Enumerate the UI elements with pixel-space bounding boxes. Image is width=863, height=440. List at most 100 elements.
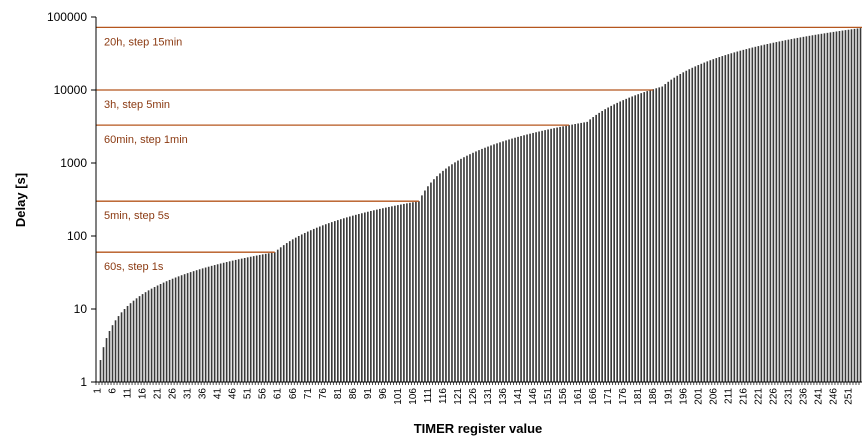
bar-register-141 [517,136,519,382]
bar-register-154 [556,127,558,382]
bar-register-30 [183,274,186,382]
x-tick-label: 206 [708,388,719,405]
bar-register-58 [267,253,270,382]
bar-register-179 [631,96,634,382]
bar-register-185 [649,90,652,382]
bar-register-64 [285,243,288,382]
bar-register-22 [159,284,162,382]
bar-register-26 [171,278,174,382]
bar-register-50 [243,257,246,382]
bar-register-9 [120,312,123,382]
bar-register-131 [487,146,489,382]
y-tick-label: 1 [80,375,87,389]
bar-register-110 [424,190,426,382]
x-tick-label: 6 [108,388,119,394]
bar-register-225 [769,43,772,382]
bar-register-104 [406,203,408,382]
bar-register-101 [397,205,399,382]
bar-register-251 [847,29,850,382]
bar-register-151 [547,129,549,382]
bar-register-253 [853,28,856,383]
bar-register-87 [355,214,357,382]
bar-register-132 [490,145,492,382]
bar-register-80 [333,221,336,382]
x-tick-label: 26 [168,388,179,400]
x-tick-label: 211 [723,388,734,404]
bar-register-188 [658,87,661,382]
bar-register-112 [430,182,432,382]
x-tick-label: 61 [273,388,284,400]
bar-register-67 [294,237,297,382]
bar-register-248 [838,31,841,383]
bar-register-57 [264,253,267,382]
bar-register-69 [300,234,303,382]
y-tick-label: 10000 [54,83,88,97]
bar-register-177 [625,98,628,383]
bar-register-74 [315,227,318,382]
bar-register-72 [309,230,312,382]
x-tick-label: 171 [603,388,614,405]
x-tick-label: 196 [678,388,689,405]
bar-register-49 [240,258,243,382]
bar-register-181 [637,94,640,382]
bar-register-59 [270,252,273,382]
bar-register-245 [829,32,832,382]
bar-register-70 [303,232,306,382]
bar-register-88 [358,214,360,382]
bar-register-239 [811,35,814,382]
x-tick-label: 106 [408,388,419,405]
bar-register-203 [703,62,706,383]
bar-register-168 [598,112,600,382]
bar-register-66 [291,239,294,382]
bar-register-128 [478,150,480,382]
bar-register-178 [628,97,631,382]
bar-register-175 [619,101,622,383]
bar-register-166 [592,117,594,383]
x-tick-label: 51 [243,388,254,400]
annotation-label-0: 60s, step 1s [104,261,164,273]
x-tick-label: 66 [288,388,299,400]
bar-register-229 [781,40,784,382]
x-tick-label: 31 [183,388,194,400]
bar-register-134 [496,143,498,382]
bar-register-5 [108,330,111,382]
x-tick-label: 81 [333,388,344,400]
annotation-label-1: 5min, step 5s [104,210,170,222]
bar-register-6 [111,325,114,382]
bar-register-142 [520,136,522,382]
x-tick-label: 201 [693,388,704,405]
bar-register-85 [349,216,351,382]
bar-register-197 [685,70,688,383]
bar-register-117 [445,168,447,382]
x-tick-label: 226 [768,388,779,405]
x-tick-label: 11 [123,388,134,399]
bar-register-105 [409,202,411,382]
bar-register-122 [460,158,462,382]
bar-register-235 [799,37,802,382]
x-tick-label: 96 [378,388,389,400]
bar-register-34 [195,270,198,382]
x-tick-label: 181 [633,388,644,405]
bar-register-221 [757,46,760,382]
x-axis-title: TIMER register value [414,421,543,436]
bar-register-173 [613,104,615,382]
bar-register-71 [306,231,309,382]
x-tick-label: 186 [648,388,659,405]
x-tick-label: 86 [348,388,359,400]
bar-register-214 [736,51,739,383]
bar-register-75 [318,226,321,382]
bar-register-183 [643,92,646,382]
annotation-label-3: 3h, step 5min [104,99,170,111]
x-tick-label: 136 [498,388,509,405]
bar-register-53 [252,256,255,382]
bar-register-56 [261,254,264,382]
bar-register-247 [835,31,838,382]
bar-register-164 [586,121,588,383]
y-tick-label: 10 [74,302,88,316]
bar-register-106 [412,202,414,382]
bar-register-171 [607,107,609,383]
bar-register-233 [793,38,796,382]
bar-register-236 [802,36,805,382]
bar-register-163 [583,122,585,382]
